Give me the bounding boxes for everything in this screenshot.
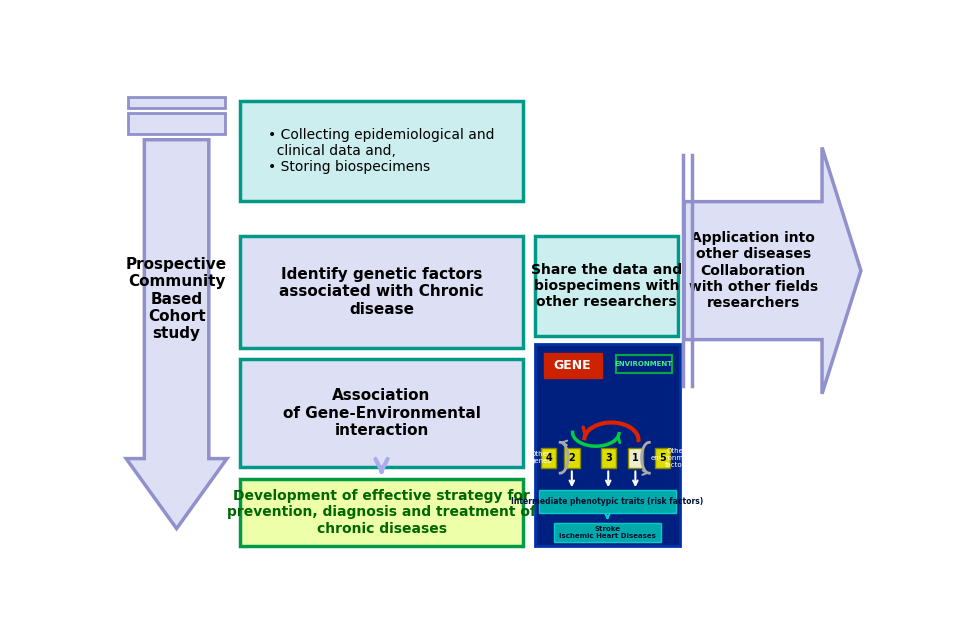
Bar [535, 344, 681, 547]
Bar [628, 448, 643, 468]
Bar [539, 490, 677, 513]
Bar [601, 448, 616, 468]
Bar [544, 353, 602, 378]
Text: Other
environmental
factors: Other environmental factors [651, 448, 702, 468]
Bar [240, 236, 523, 348]
Text: Development of effective strategy for
prevention, diagnosis and treatment of
chr: Development of effective strategy for pr… [228, 489, 536, 535]
Text: Prospective
Community
Based
Cohort
study: Prospective Community Based Cohort study [126, 257, 228, 342]
Polygon shape [126, 140, 227, 529]
Text: Intermediate phenotypic traits (risk factors): Intermediate phenotypic traits (risk fac… [512, 497, 704, 506]
Text: Other
genes: Other genes [530, 451, 551, 464]
Bar [535, 236, 678, 336]
Text: Identify genetic factors
associated with Chronic
disease: Identify genetic factors associated with… [279, 267, 484, 317]
Bar [240, 102, 523, 201]
Text: ENVIRONMENT: ENVIRONMENT [614, 361, 673, 367]
Text: Application into
other diseases
Collaboration
with other fields
researchers: Application into other diseases Collabor… [688, 232, 818, 310]
Bar [240, 359, 523, 467]
Text: Share the data and
biospecimens with
other researchers: Share the data and biospecimens with oth… [531, 263, 682, 310]
Bar [554, 523, 660, 542]
Bar [655, 448, 670, 468]
Polygon shape [684, 147, 861, 394]
Bar [564, 448, 580, 468]
Bar [128, 113, 226, 134]
Bar [616, 355, 672, 373]
Text: 5: 5 [660, 452, 666, 463]
Bar [540, 448, 557, 468]
Text: 4: 4 [545, 452, 552, 463]
Text: 2: 2 [568, 452, 575, 463]
Text: • Collecting epidemiological and
  clinical data and,
• Storing biospecimens: • Collecting epidemiological and clinica… [268, 128, 494, 175]
Text: Association
of Gene-Environmental
interaction: Association of Gene-Environmental intera… [282, 388, 481, 438]
Bar [240, 478, 523, 547]
Text: 1: 1 [632, 452, 638, 463]
Text: Stroke
Ischemic Heart Diseases: Stroke Ischemic Heart Diseases [559, 526, 656, 539]
Text: GENE: GENE [554, 359, 591, 372]
Bar [128, 97, 226, 108]
Text: 3: 3 [605, 452, 612, 463]
